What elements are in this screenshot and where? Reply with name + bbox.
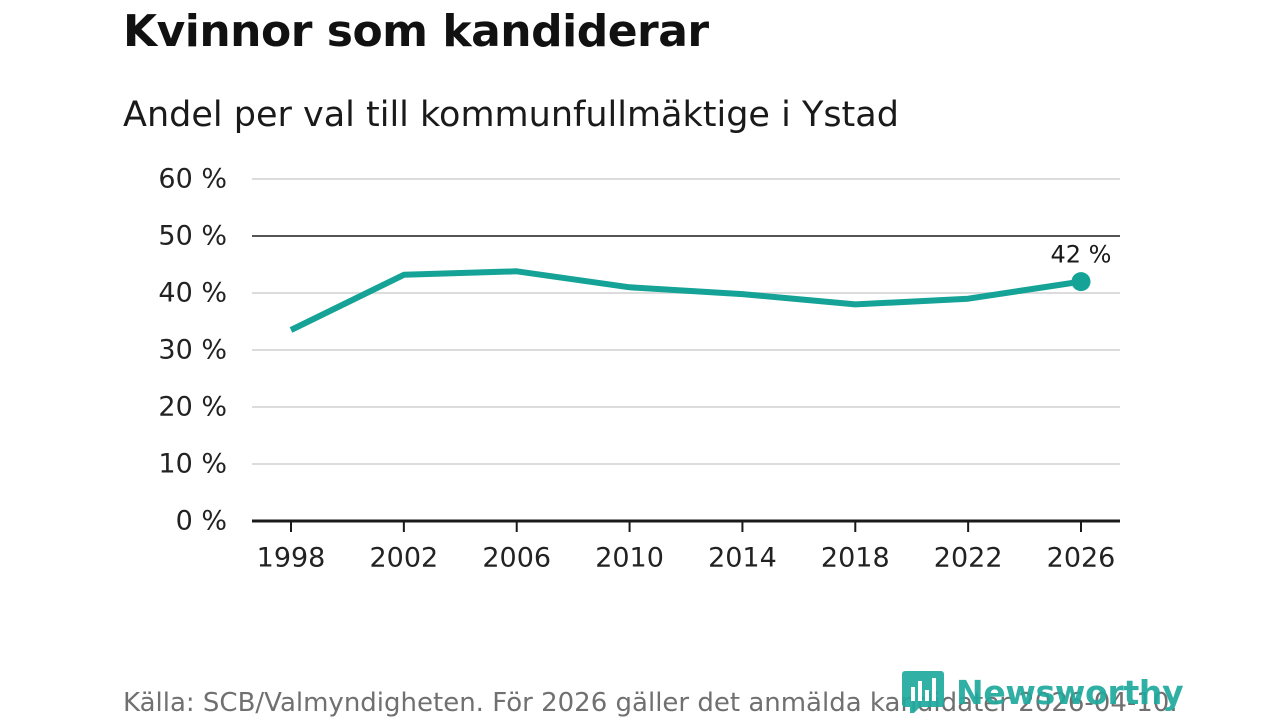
series-layer <box>289 268 1082 333</box>
y-tick-label: 10 % <box>158 449 227 480</box>
highlight-point <box>1071 272 1091 292</box>
brand-logo-group: Newsworthy <box>902 670 1184 714</box>
annotations: 42 % <box>1051 241 1112 292</box>
gridlines <box>252 178 1120 465</box>
line-chart: 0 % 10 % 20 % 30 % 40 % 50 % 60 % 1998 2002 2006… <box>158 164 1120 574</box>
x-tick-label: 2014 <box>708 543 777 574</box>
x-tick-label: 2010 <box>595 543 664 574</box>
brand-name: Newsworthy <box>956 672 1184 712</box>
x-tick-label: 2006 <box>482 543 551 574</box>
chart-title: Kvinnor som kandiderar <box>123 6 709 57</box>
y-axis-tick-labels: 0 % 10 % 20 % 30 % 40 % 50 % 60 % <box>158 164 227 537</box>
x-tick-label: 2018 <box>821 543 890 574</box>
y-tick-label: 0 % <box>176 506 227 537</box>
y-tick-label: 20 % <box>158 392 227 423</box>
x-tick-label: 2002 <box>369 543 438 574</box>
x-axis <box>252 519 1120 532</box>
y-tick-label: 50 % <box>158 221 227 252</box>
y-tick-label: 60 % <box>158 164 227 195</box>
x-tick-label: 2026 <box>1047 543 1116 574</box>
newsworthy-logo-icon <box>902 671 944 713</box>
y-tick-label: 30 % <box>158 335 227 366</box>
series-line <box>289 268 1082 333</box>
y-tick-label: 40 % <box>158 278 227 309</box>
data-label: 42 % <box>1051 241 1112 269</box>
x-tick-label: 1998 <box>257 543 326 574</box>
x-tick-label: 2022 <box>934 543 1003 574</box>
source-note: Källa: SCB/Valmyndigheten. För 2026 gäll… <box>123 688 1178 718</box>
x-axis-tick-labels: 1998 2002 2006 2010 2014 2018 2022 2026 <box>257 543 1116 574</box>
chart-subtitle: Andel per val till kommunfullmäktige i Y… <box>123 95 899 135</box>
